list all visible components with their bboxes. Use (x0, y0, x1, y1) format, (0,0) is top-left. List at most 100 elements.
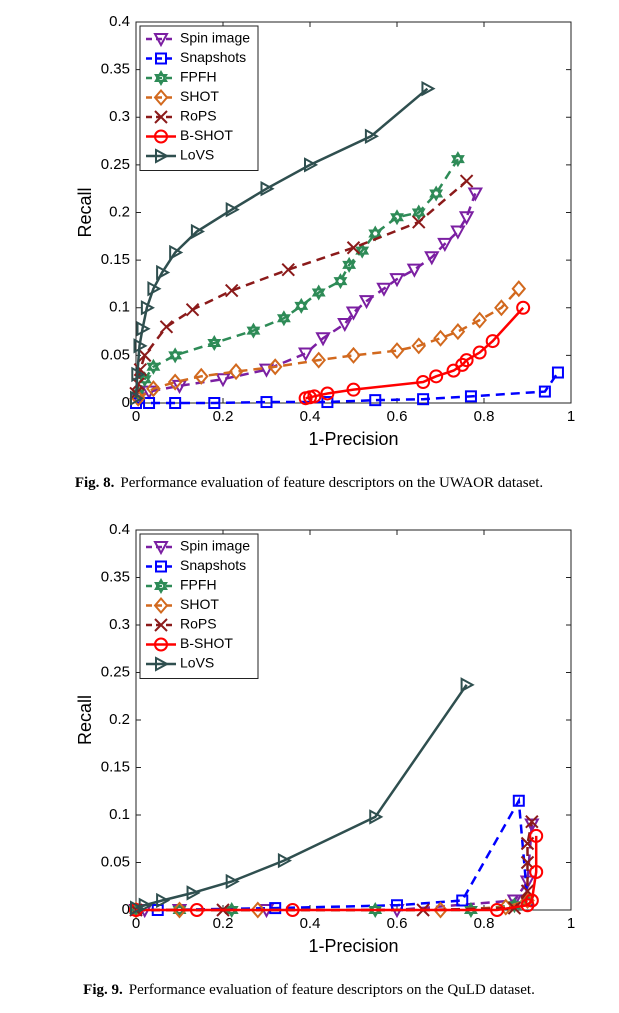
caption-text: Performance evaluation of feature descri… (120, 475, 543, 491)
x-tick-label: 1 (567, 408, 575, 425)
data-marker (228, 363, 244, 381)
y-tick-label: 0.15 (101, 251, 130, 268)
data-marker (529, 828, 544, 843)
data-marker (154, 577, 168, 595)
data-marker (147, 281, 162, 297)
data-marker (459, 353, 474, 368)
data-marker (169, 244, 184, 261)
data-marker (169, 397, 182, 409)
y-tick-label: 0.4 (109, 521, 130, 538)
x-tick-label: 0.6 (387, 915, 408, 932)
data-marker (467, 187, 483, 202)
data-marker (369, 809, 384, 825)
y-tick-label: 0 (122, 901, 130, 918)
y-tick-label: 0.1 (109, 299, 130, 316)
series-line (137, 287, 520, 400)
data-marker (297, 347, 314, 362)
y-tick-label: 0.15 (101, 758, 130, 775)
caption-text: Performance evaluation of feature descri… (129, 982, 535, 998)
data-marker (225, 873, 240, 890)
y-axis-label: Recall (75, 187, 95, 237)
legend-label: SHOT (180, 596, 219, 612)
series-line (137, 158, 459, 394)
caption: Fig. 8. Performance evaluation of feature… (75, 475, 543, 491)
data-marker (155, 560, 167, 573)
data-marker (490, 903, 505, 917)
y-tick-label: 0.05 (101, 853, 130, 870)
data-marker (250, 901, 266, 919)
data-marker (311, 351, 327, 369)
y-tick-label: 0.3 (109, 108, 130, 125)
y-tick-label: 0.1 (109, 806, 130, 823)
x-tick-label: 0.8 (474, 915, 495, 932)
data-marker (146, 380, 161, 398)
caption-label: Fig. 8. (75, 475, 115, 491)
x-tick-label: 0 (132, 915, 140, 932)
data-marker (154, 637, 168, 652)
data-marker (355, 242, 370, 259)
data-marker (524, 893, 539, 908)
data-marker (172, 901, 187, 919)
data-marker (368, 225, 383, 242)
data-marker (520, 855, 535, 870)
data-marker (207, 334, 222, 351)
data-marker (224, 283, 239, 298)
legend-label: SHOT (180, 88, 219, 104)
data-marker (525, 814, 539, 829)
data-marker (258, 363, 275, 378)
data-marker (406, 263, 423, 278)
data-marker (519, 875, 536, 890)
data-marker (143, 397, 156, 409)
data-marker (155, 656, 170, 672)
data-marker (172, 901, 187, 919)
data-marker (346, 382, 361, 397)
data-marker (342, 256, 357, 273)
legend-label: Snapshots (180, 557, 246, 573)
data-marker (389, 273, 405, 288)
data-marker (411, 337, 427, 355)
legend-label: B-SHOT (180, 127, 233, 143)
data-marker (153, 596, 169, 615)
data-marker (307, 389, 322, 404)
data-marker (186, 885, 201, 901)
data-marker (131, 366, 146, 383)
data-marker (346, 241, 361, 255)
data-marker (167, 373, 183, 391)
data-marker (494, 299, 509, 317)
x-tick-label: 0 (132, 408, 140, 425)
legend-label: FPFH (180, 69, 217, 85)
data-marker (429, 369, 444, 384)
data-marker (246, 322, 261, 339)
data-marker (277, 852, 292, 869)
data-marker (304, 157, 319, 173)
data-marker (516, 300, 531, 315)
data-marker (276, 310, 291, 327)
y-tick-label: 0.35 (101, 61, 130, 78)
data-marker (154, 69, 168, 87)
caption-label: Fig. 9. (83, 982, 123, 998)
legend-label: Spin image (180, 538, 250, 554)
data-marker (369, 394, 382, 407)
data-marker (345, 306, 362, 321)
data-marker (185, 302, 200, 317)
data-marker (315, 332, 331, 347)
data-marker (154, 618, 168, 632)
data-marker (551, 366, 564, 379)
data-marker (153, 88, 169, 107)
legend-label: LoVS (180, 655, 214, 671)
data-marker (512, 794, 525, 807)
y-tick-label: 0.25 (101, 663, 130, 680)
data-marker (193, 367, 209, 385)
data-marker (538, 385, 551, 398)
y-tick-label: 0.35 (101, 568, 130, 585)
data-marker (189, 903, 204, 917)
data-marker (529, 865, 544, 879)
data-marker (225, 201, 240, 218)
data-marker (267, 358, 283, 376)
data-marker (140, 300, 155, 316)
y-axis-label: Recall (75, 695, 95, 745)
x-tick-label: 1 (567, 915, 575, 932)
data-marker (390, 209, 404, 226)
legend-label: Snapshots (180, 49, 246, 65)
data-marker (459, 174, 474, 188)
